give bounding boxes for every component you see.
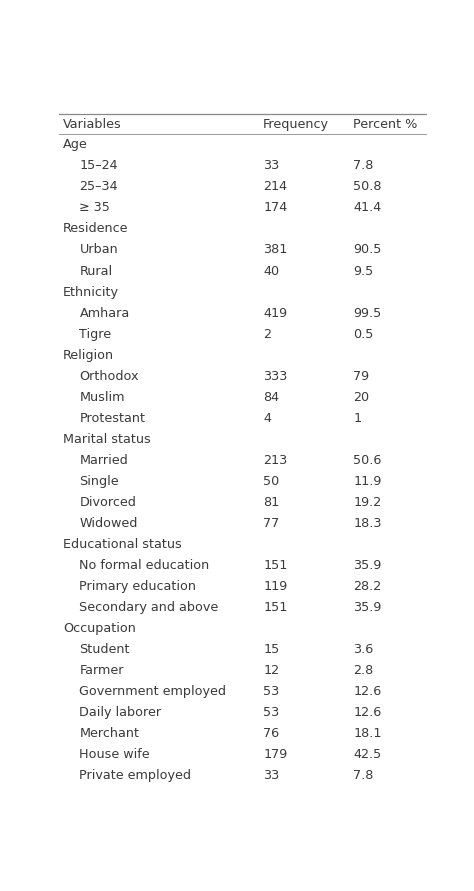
Text: 213: 213 xyxy=(263,454,287,467)
Text: 42.5: 42.5 xyxy=(353,748,382,761)
Text: Urban: Urban xyxy=(80,243,118,257)
Text: 2: 2 xyxy=(263,328,271,340)
Text: Single: Single xyxy=(80,475,119,487)
Text: Secondary and above: Secondary and above xyxy=(80,601,219,614)
Text: 50: 50 xyxy=(263,475,279,487)
Text: 40: 40 xyxy=(263,265,279,277)
Text: 12: 12 xyxy=(263,664,279,677)
Text: 419: 419 xyxy=(263,307,287,320)
Text: Percent %: Percent % xyxy=(353,118,418,131)
Text: 35.9: 35.9 xyxy=(353,601,382,614)
Text: 77: 77 xyxy=(263,517,279,530)
Text: Protestant: Protestant xyxy=(80,412,146,425)
Text: 119: 119 xyxy=(263,580,287,593)
Text: Marital status: Marital status xyxy=(63,433,151,446)
Text: 3.6: 3.6 xyxy=(353,643,374,656)
Text: 20: 20 xyxy=(353,390,369,404)
Text: Daily laborer: Daily laborer xyxy=(80,706,162,719)
Text: 15–24: 15–24 xyxy=(80,159,118,172)
Text: Frequency: Frequency xyxy=(263,118,329,131)
Text: 2.8: 2.8 xyxy=(353,664,374,677)
Text: 79: 79 xyxy=(353,370,369,382)
Text: 15: 15 xyxy=(263,643,279,656)
Text: Variables: Variables xyxy=(63,118,122,131)
Text: Married: Married xyxy=(80,454,128,467)
Text: 151: 151 xyxy=(263,601,288,614)
Text: 53: 53 xyxy=(263,685,279,698)
Text: 9.5: 9.5 xyxy=(353,265,374,277)
Text: 18.3: 18.3 xyxy=(353,517,382,530)
Text: Occupation: Occupation xyxy=(63,622,136,635)
Text: Residence: Residence xyxy=(63,223,128,235)
Text: 4: 4 xyxy=(263,412,271,425)
Text: 33: 33 xyxy=(263,159,279,172)
Text: 90.5: 90.5 xyxy=(353,243,382,257)
Text: No formal education: No formal education xyxy=(80,559,210,572)
Text: 11.9: 11.9 xyxy=(353,475,382,487)
Text: 50.6: 50.6 xyxy=(353,454,382,467)
Text: Muslim: Muslim xyxy=(80,390,125,404)
Text: 28.2: 28.2 xyxy=(353,580,382,593)
Text: 1: 1 xyxy=(353,412,361,425)
Text: ≥ 35: ≥ 35 xyxy=(80,201,110,215)
Text: Merchant: Merchant xyxy=(80,727,139,740)
Text: Government employed: Government employed xyxy=(80,685,227,698)
Text: 12.6: 12.6 xyxy=(353,706,382,719)
Text: 381: 381 xyxy=(263,243,288,257)
Text: Age: Age xyxy=(63,138,88,151)
Text: Farmer: Farmer xyxy=(80,664,124,677)
Text: 99.5: 99.5 xyxy=(353,307,382,320)
Text: 18.1: 18.1 xyxy=(353,727,382,740)
Text: Widowed: Widowed xyxy=(80,517,138,530)
Text: Ethnicity: Ethnicity xyxy=(63,285,119,298)
Text: Educational status: Educational status xyxy=(63,538,182,551)
Text: 81: 81 xyxy=(263,495,279,509)
Text: 25–34: 25–34 xyxy=(80,180,118,193)
Text: 151: 151 xyxy=(263,559,288,572)
Text: 7.8: 7.8 xyxy=(353,769,374,782)
Text: 41.4: 41.4 xyxy=(353,201,382,215)
Text: 333: 333 xyxy=(263,370,288,382)
Text: 174: 174 xyxy=(263,201,287,215)
Text: 35.9: 35.9 xyxy=(353,559,382,572)
Text: 12.6: 12.6 xyxy=(353,685,382,698)
Text: House wife: House wife xyxy=(80,748,150,761)
Text: Private employed: Private employed xyxy=(80,769,191,782)
Text: Orthodox: Orthodox xyxy=(80,370,139,382)
Text: 7.8: 7.8 xyxy=(353,159,374,172)
Text: Primary education: Primary education xyxy=(80,580,196,593)
Text: Religion: Religion xyxy=(63,348,114,362)
Text: 84: 84 xyxy=(263,390,279,404)
Text: Rural: Rural xyxy=(80,265,113,277)
Text: Student: Student xyxy=(80,643,130,656)
Text: 214: 214 xyxy=(263,180,287,193)
Text: 0.5: 0.5 xyxy=(353,328,374,340)
Text: 19.2: 19.2 xyxy=(353,495,382,509)
Text: Divorced: Divorced xyxy=(80,495,137,509)
Text: Tigre: Tigre xyxy=(80,328,111,340)
Text: 179: 179 xyxy=(263,748,287,761)
Text: Amhara: Amhara xyxy=(80,307,130,320)
Text: 50.8: 50.8 xyxy=(353,180,382,193)
Text: 53: 53 xyxy=(263,706,279,719)
Text: 33: 33 xyxy=(263,769,279,782)
Text: 76: 76 xyxy=(263,727,279,740)
